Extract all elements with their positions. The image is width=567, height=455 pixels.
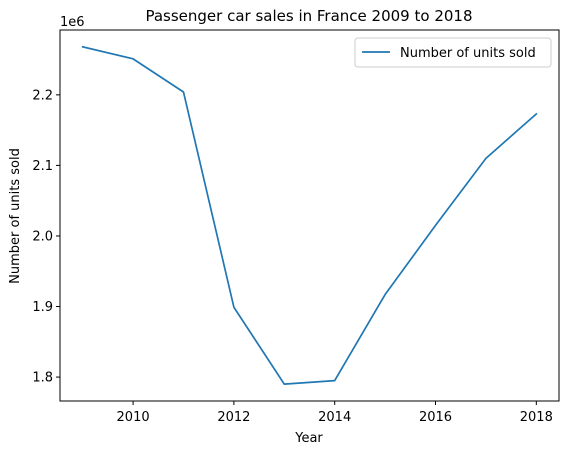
legend-box <box>354 37 552 68</box>
y-tick-label: 1.8 <box>32 371 53 386</box>
x-tick-label: 2014 <box>318 410 351 425</box>
x-tick-label: 2018 <box>520 410 553 425</box>
y-tick-label: 2.0 <box>32 229 53 244</box>
y-axis-ticks: 1.8 1.9 2.0 2.1 2.2 <box>32 88 60 386</box>
y-offset-label: 1e6 <box>60 15 85 30</box>
x-axis-label: Year <box>294 431 323 446</box>
x-tick-label: 2016 <box>419 410 452 425</box>
x-axis-ticks: 2010 2012 2014 2016 2018 <box>117 401 553 425</box>
chart-title: Passenger car sales in France 2009 to 20… <box>145 7 472 25</box>
legend: Number of units sold <box>354 37 552 68</box>
y-tick-label: 1.9 <box>32 300 53 315</box>
y-tick-label: 2.2 <box>32 88 53 103</box>
y-axis-label: Number of units sold <box>8 148 23 284</box>
series-line-number-of-units-sold <box>81 45 538 385</box>
x-tick-label: 2012 <box>217 410 250 425</box>
y-tick-label: 2.1 <box>32 159 53 174</box>
legend-label: Number of units sold <box>400 46 536 61</box>
x-tick-label: 2010 <box>117 410 150 425</box>
plot-area <box>59 29 560 402</box>
